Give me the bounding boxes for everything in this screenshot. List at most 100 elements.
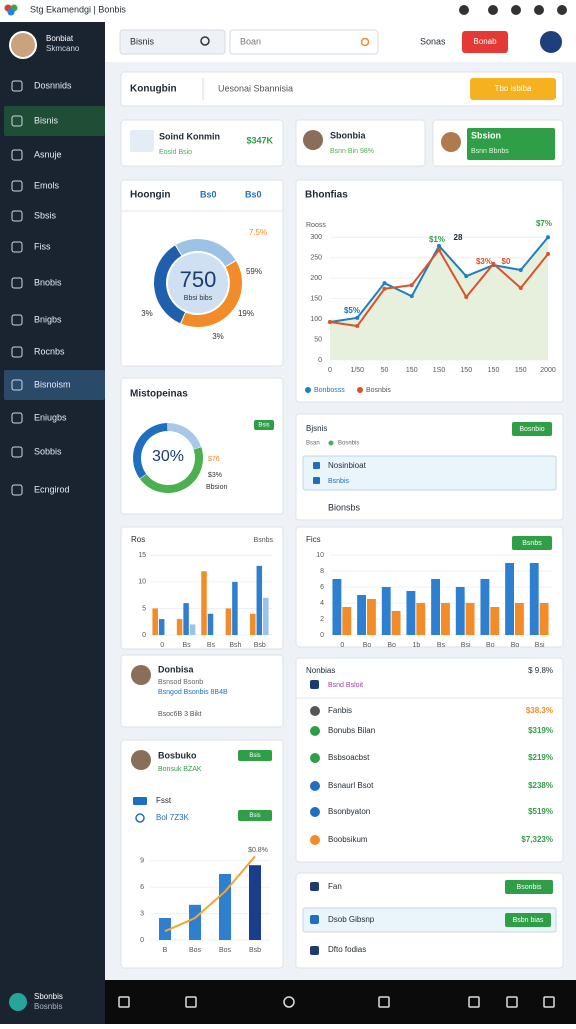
panel-title: Fics [306, 535, 321, 544]
nav-item[interactable]: Rocnbs [34, 346, 65, 356]
nav-item[interactable]: Fiss [34, 241, 51, 251]
nav-button[interactable] [118, 996, 130, 1008]
bar [176, 619, 183, 635]
nav-item[interactable]: Bnobis [34, 277, 62, 287]
table-cell: Bonubs Bilan [328, 726, 375, 735]
point [382, 281, 387, 286]
badge [238, 750, 272, 761]
x-tick-label: Bo [363, 642, 372, 649]
header-button[interactable] [470, 78, 556, 100]
row-icon [310, 835, 320, 845]
x-tick-label: 0 [160, 642, 164, 649]
list-row[interactable]: Nosinbioat [328, 461, 367, 470]
list-row-selected[interactable] [302, 907, 557, 933]
bar [263, 597, 269, 635]
x-tick-label: 0 [328, 367, 332, 374]
point [328, 319, 332, 324]
list-row-selected[interactable] [302, 455, 557, 491]
table-value: $38.3% [526, 706, 553, 715]
top-button[interactable] [462, 31, 508, 53]
bar [515, 603, 524, 635]
search-box[interactable] [119, 29, 226, 55]
x-tick-label: Bsb [254, 642, 266, 649]
panel-subtitle: Bonsuk BZAK [158, 766, 202, 773]
nav-icon [11, 210, 23, 222]
legend-label: Bosnbis [338, 441, 359, 447]
x-tick-label: 1S0 [433, 367, 446, 374]
stat-title: Sbonbia [330, 130, 366, 140]
table-cell: Boobsikum [328, 835, 368, 844]
button-label[interactable]: Tbo isbiba [495, 84, 532, 93]
badge-label: Bosnbio [519, 426, 544, 433]
badge [238, 810, 272, 821]
point [464, 295, 469, 299]
badge-label: Bsis [249, 753, 260, 759]
table-cell: Bsnaurl Bsot [328, 781, 374, 790]
donut-label: $3% [208, 472, 222, 479]
bar [189, 624, 196, 635]
bar [539, 603, 549, 635]
row-icon [310, 915, 319, 924]
footer-avatar [9, 993, 27, 1011]
nav-item[interactable]: Sobbis [34, 446, 62, 456]
footer-role: Bosnbis [34, 1002, 62, 1011]
bar [391, 611, 401, 635]
user-name: Bonbiat [46, 34, 74, 43]
row-icon [313, 462, 320, 469]
bar [249, 865, 261, 940]
y-tick-label: 0 [140, 937, 144, 944]
ring-segment [140, 447, 203, 493]
nav-button[interactable] [506, 996, 518, 1008]
bar [342, 607, 352, 635]
panel-title: Bjsnis [306, 424, 327, 433]
table-cell: Bsonbyaton [328, 807, 370, 816]
search-field[interactable] [229, 29, 379, 55]
y-tick-label: 6 [140, 884, 144, 891]
panel-title: Mistopeinas [130, 389, 188, 400]
y-tick-label: 4 [320, 600, 324, 607]
table-value: $219% [528, 753, 553, 762]
panel-subtitle: Bsnd Bsloit [328, 682, 363, 689]
list-row[interactable]: Dsob Gibsnp [328, 915, 375, 924]
stat-sub: Eosid Bsio [159, 149, 192, 156]
top-action[interactable]: Sonas [420, 36, 446, 46]
bar [431, 579, 440, 635]
row-icon [313, 477, 320, 484]
panel-title: Fan [328, 882, 342, 891]
x-tick-label: 1/50 [350, 367, 364, 374]
bar [529, 563, 539, 635]
footer-name: Sbonbis [34, 992, 63, 1001]
status-icon [557, 5, 567, 15]
person-avatar [131, 665, 151, 685]
list-row[interactable]: Bsnbis [328, 478, 350, 485]
nav-button[interactable] [468, 996, 480, 1008]
nav-item[interactable]: Bisnis [34, 115, 59, 125]
y-tick-label: 10 [138, 579, 146, 586]
bar [465, 603, 475, 635]
x-tick-label: Bo [387, 642, 396, 649]
nav-item[interactable]: Asnuje [34, 149, 62, 159]
bar [159, 918, 171, 940]
gauge-label: 59% [246, 267, 262, 276]
nav-item[interactable]: Emols [34, 180, 60, 190]
nav-item[interactable]: Dosnnids [34, 80, 72, 90]
card [120, 71, 564, 107]
nav-item[interactable]: Ecngirod [34, 484, 70, 494]
table-value: $7,323% [521, 835, 553, 844]
gauge-label: 19% [238, 309, 254, 318]
nav-item[interactable]: Bnigbs [34, 314, 62, 324]
search-placeholder: Boan [240, 36, 261, 46]
nav-button[interactable] [283, 996, 295, 1008]
badge-label: Bsis [258, 423, 269, 429]
y-tick-label: 5 [142, 605, 146, 612]
nav-item[interactable]: Sbsis [34, 210, 57, 220]
nav-button[interactable] [543, 996, 555, 1008]
nav-item[interactable]: Eniugbs [34, 412, 67, 422]
point [437, 243, 441, 248]
nav-button[interactable] [378, 996, 390, 1008]
x-tick-label: Bs [207, 642, 216, 649]
nav-item[interactable]: Bisnoism [34, 379, 71, 389]
button-label[interactable]: Bonab [473, 37, 497, 46]
nav-button[interactable] [185, 996, 197, 1008]
bar [455, 587, 465, 635]
